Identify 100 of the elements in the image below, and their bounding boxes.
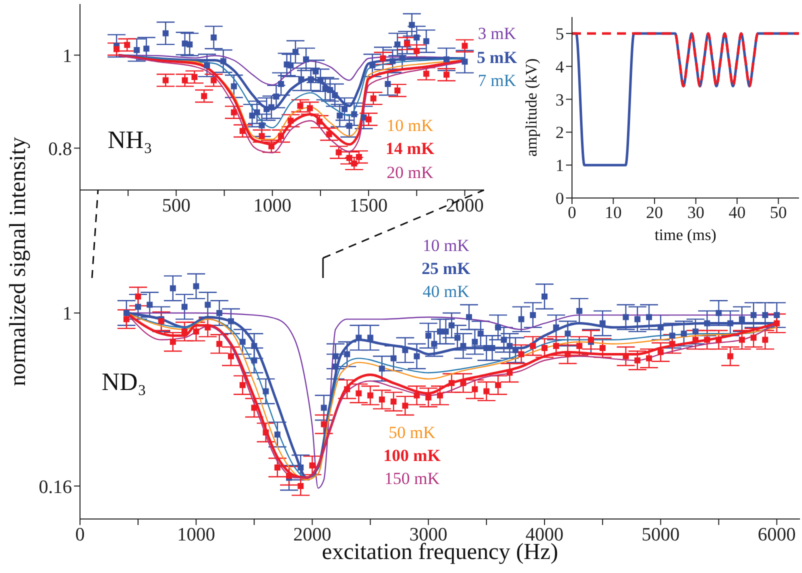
text: 25 mK	[422, 259, 472, 278]
point	[342, 106, 348, 112]
x-tick-label: 10	[604, 203, 622, 222]
point	[346, 154, 352, 161]
point	[114, 46, 120, 52]
point	[530, 342, 536, 349]
y-tick-label: 1	[556, 156, 564, 176]
point	[460, 380, 466, 386]
point	[356, 154, 362, 160]
point	[143, 46, 150, 52]
point	[210, 77, 217, 84]
point	[268, 104, 274, 110]
text: 20 mK	[386, 163, 434, 182]
point	[262, 429, 269, 436]
text: 40 mK	[422, 282, 470, 301]
point	[162, 30, 169, 36]
point	[306, 105, 313, 112]
x-tick-label: 20	[646, 203, 664, 222]
annotation: NH₃	[108, 127, 152, 154]
y-tick-label: 0.16	[38, 476, 72, 498]
text: 100 mK	[383, 446, 442, 465]
point	[399, 54, 406, 61]
point	[316, 118, 323, 125]
point	[774, 320, 780, 326]
x-tick-label: 500	[162, 195, 190, 216]
x-tick-label: 30	[687, 203, 704, 222]
point	[249, 112, 256, 119]
point	[268, 143, 274, 150]
point	[443, 56, 450, 62]
point	[288, 62, 294, 68]
point	[576, 342, 582, 349]
point	[332, 92, 338, 98]
point	[414, 392, 420, 398]
y-tick-label: 0.8	[48, 138, 72, 160]
x-tick-label: 1000	[253, 195, 292, 216]
point	[336, 112, 343, 119]
point	[658, 349, 664, 356]
point	[135, 294, 142, 300]
y-axis-title: amplitude (kV)	[524, 58, 541, 157]
point	[308, 76, 314, 82]
point	[162, 77, 169, 84]
point	[716, 336, 722, 343]
point	[367, 392, 374, 398]
point	[273, 94, 280, 100]
point	[134, 47, 140, 54]
y-tick-label: 3	[556, 90, 564, 110]
point	[727, 353, 734, 360]
text: 50 mK	[388, 423, 436, 442]
point	[384, 80, 391, 87]
point	[251, 404, 258, 411]
point	[472, 386, 478, 392]
point	[320, 421, 327, 428]
point	[443, 72, 450, 78]
point	[204, 62, 210, 68]
point	[462, 42, 468, 49]
point	[303, 56, 310, 62]
point	[483, 388, 490, 394]
y-axis-title: normalized signal intensity	[5, 136, 30, 386]
x-tick-label: 2000	[293, 524, 332, 546]
point	[123, 316, 130, 322]
x-tick-label: 5000	[642, 524, 680, 546]
point	[542, 345, 548, 352]
y-tick-label: 1	[62, 304, 72, 325]
point	[201, 93, 208, 100]
point	[274, 464, 280, 470]
point	[298, 76, 304, 82]
point	[378, 396, 385, 403]
point	[506, 370, 513, 376]
point	[216, 340, 222, 347]
point	[297, 102, 304, 109]
x-tick-label: 0	[568, 203, 576, 222]
point	[553, 342, 560, 349]
point	[390, 398, 397, 405]
series-label: 10 mK	[386, 116, 434, 135]
annotation: ND₃	[102, 369, 146, 396]
text: 10 mK	[422, 236, 470, 255]
point	[346, 122, 352, 129]
y-tick-label: 5	[556, 24, 564, 44]
point	[210, 34, 217, 40]
point	[423, 70, 430, 77]
x-tick-label: 50	[770, 203, 787, 222]
point	[394, 87, 400, 94]
point	[669, 340, 676, 347]
point	[309, 462, 316, 468]
point	[414, 48, 420, 54]
series-label: 3 mK	[478, 24, 517, 43]
point	[762, 336, 768, 343]
point	[402, 402, 408, 409]
point	[230, 109, 237, 116]
point	[186, 41, 193, 48]
point	[351, 160, 358, 166]
point	[646, 355, 652, 362]
point	[356, 390, 362, 396]
point	[193, 328, 200, 335]
point	[326, 131, 332, 138]
point	[258, 122, 265, 128]
point	[204, 324, 211, 330]
point	[366, 116, 372, 122]
point	[394, 41, 400, 48]
point	[240, 382, 246, 388]
